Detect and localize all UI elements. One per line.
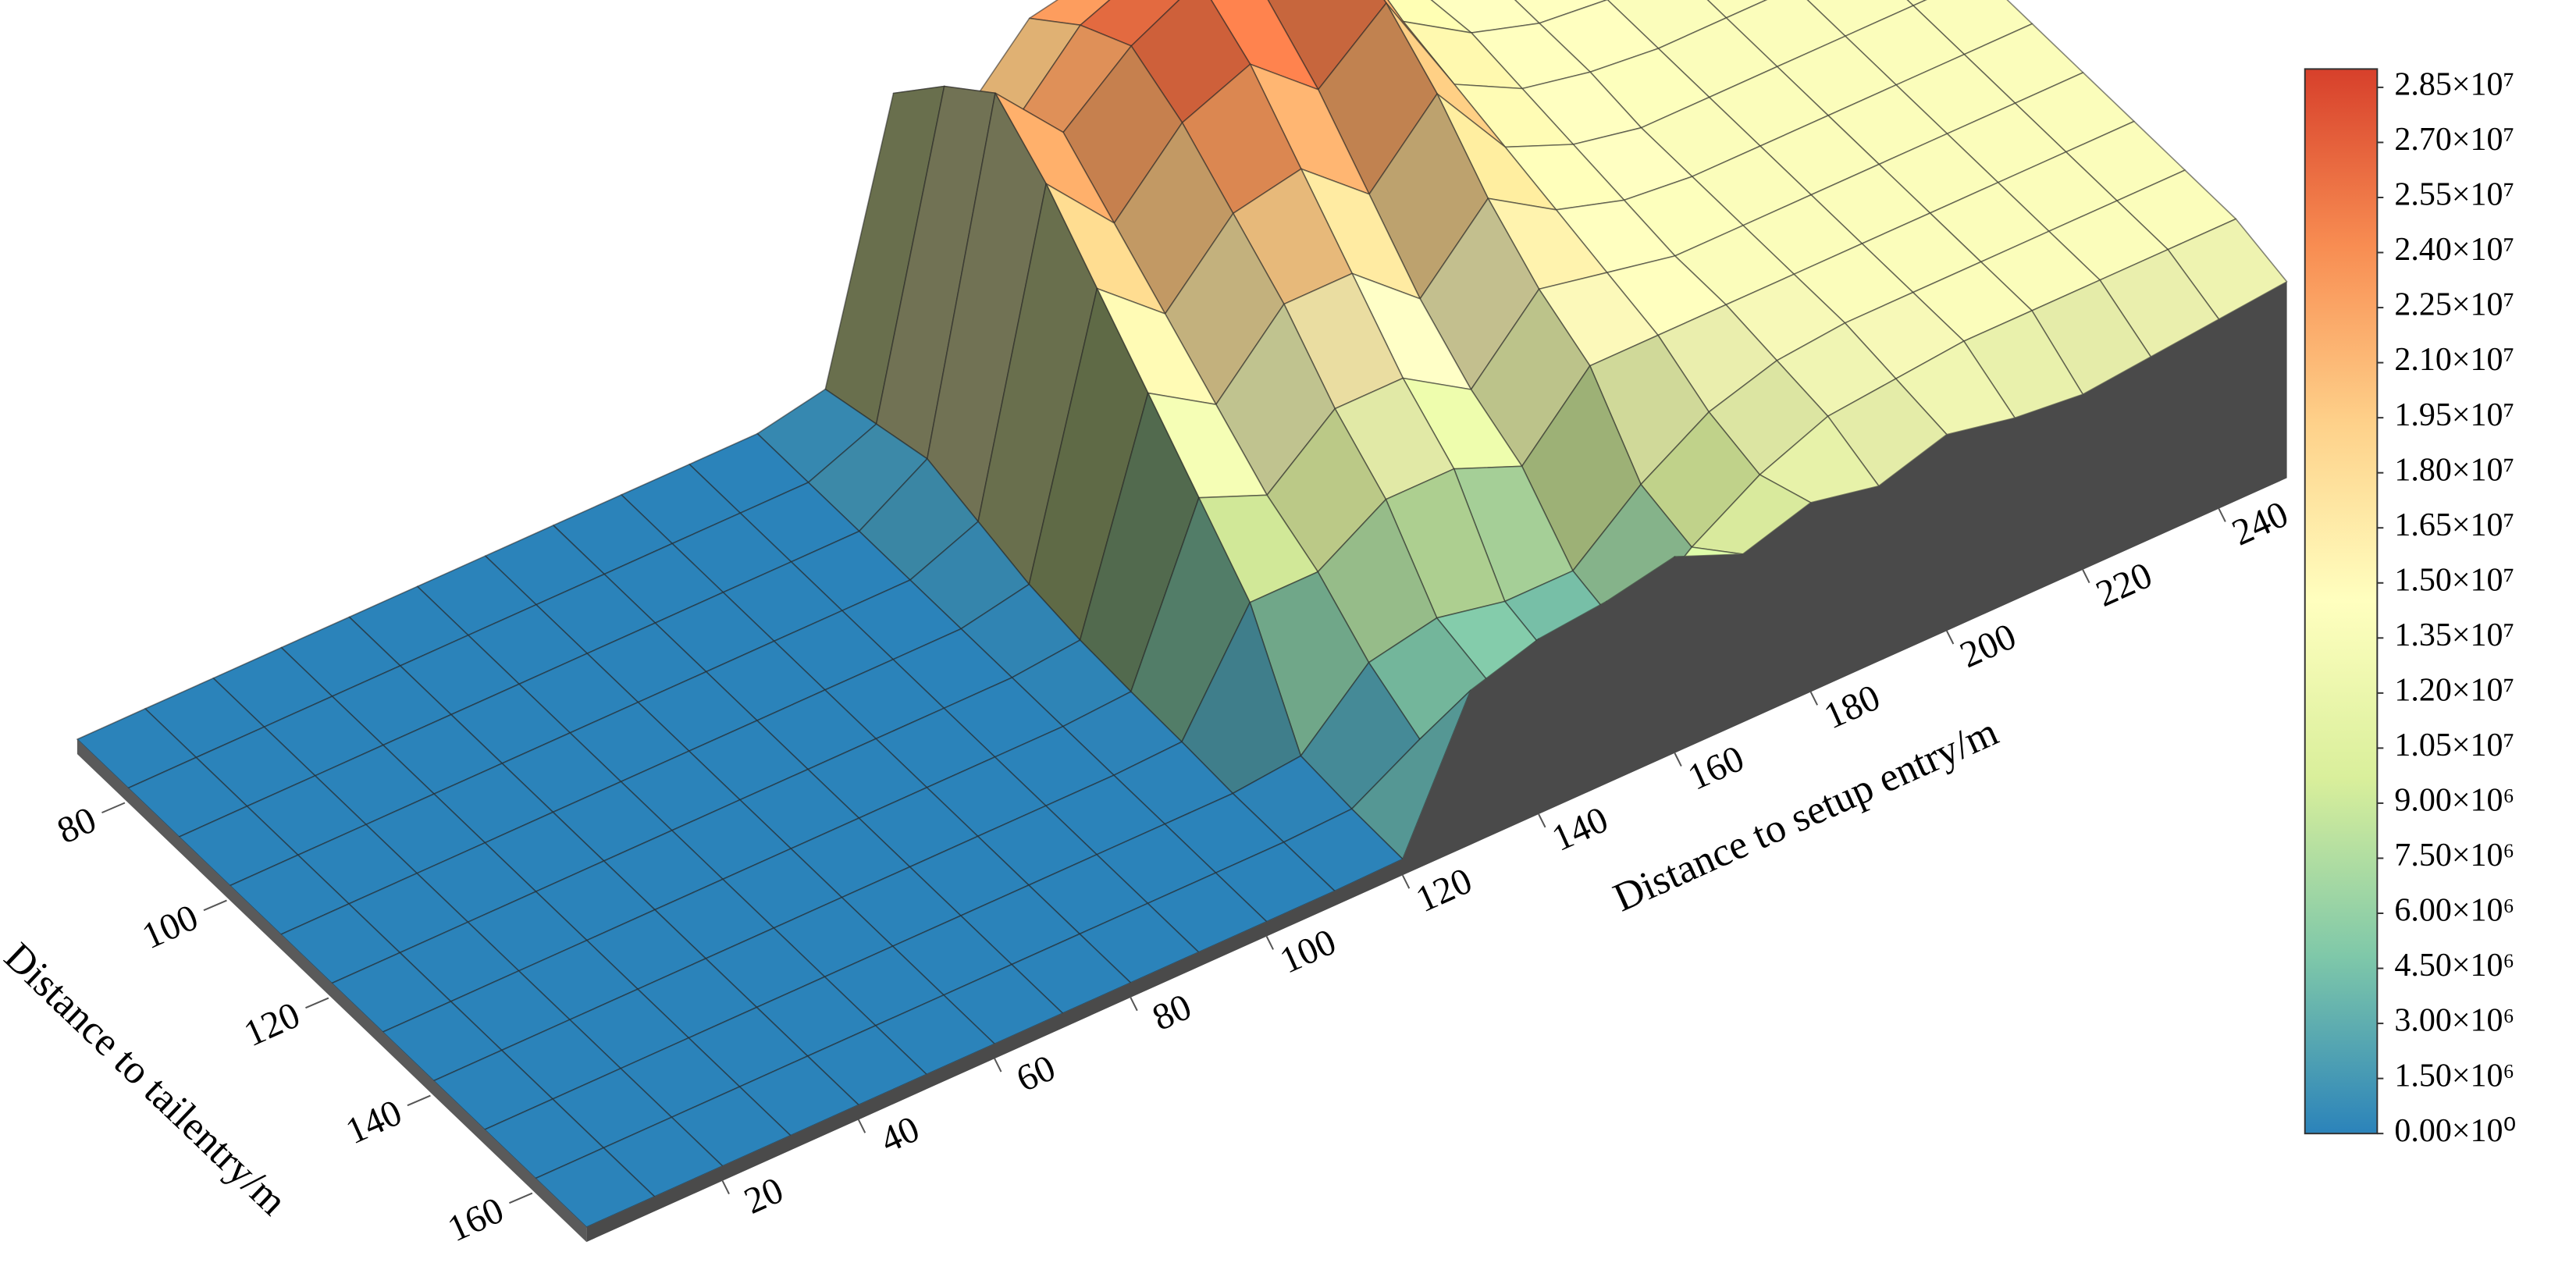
y-tick <box>407 1094 431 1107</box>
y-tick <box>203 899 227 912</box>
colorbar-tick-label: 6.00×10⁶ <box>2394 893 2514 929</box>
x-tick <box>1402 874 1411 889</box>
colorbar-tick-label: 1.50×10⁶ <box>2394 1058 2514 1094</box>
x-tick-label: 160 <box>1682 738 1750 799</box>
y-tick-label: 120 <box>238 994 306 1055</box>
left-wall <box>76 739 587 1243</box>
colorbar-tick-label: 1.20×10⁷ <box>2394 672 2514 708</box>
x-tick-label: 20 <box>738 1169 790 1222</box>
colorbar-tick-label: 2.25×10⁷ <box>2394 287 2514 323</box>
colorbar-tick-label: 1.35×10⁷ <box>2394 617 2514 653</box>
x-tick-label: 180 <box>1818 677 1886 738</box>
x-tick-label: 40 <box>874 1108 926 1161</box>
x-tick <box>1538 813 1546 828</box>
y-tick-label: 80 <box>52 799 103 852</box>
front-wall <box>586 281 2287 1243</box>
colorbar-tick-label: 1.95×10⁷ <box>2394 397 2514 433</box>
x-tick-label: 100 <box>1274 921 1342 982</box>
x-tick <box>2082 569 2090 584</box>
x-tick-label: 120 <box>1410 859 1478 920</box>
x-tick <box>1265 936 1274 950</box>
y-tick <box>305 997 329 1009</box>
colorbar-tick-label: 1.05×10⁷ <box>2394 727 2514 763</box>
colorbar-tick-label: 4.50×10⁶ <box>2394 948 2514 984</box>
x-tick <box>1809 692 1818 706</box>
colorbar-tick-label: 3.00×10⁶ <box>2394 1003 2514 1039</box>
surface <box>76 0 2288 1243</box>
x-tick <box>857 1119 866 1133</box>
x-tick <box>2218 508 2226 522</box>
y-tick-label: 140 <box>340 1091 407 1152</box>
colorbar-tick-label: 2.55×10⁷ <box>2394 177 2514 213</box>
y-axis-title: Distance to tailentry/m <box>0 934 295 1224</box>
x-tick <box>1130 997 1138 1012</box>
x-tick-label: 200 <box>1954 615 2022 676</box>
x-tick-label: 80 <box>1147 986 1198 1039</box>
y-tick <box>509 1192 533 1204</box>
colorbar-tick-label: 7.50×10⁶ <box>2394 838 2514 873</box>
colorbar-tick-label: 2.85×10⁷ <box>2394 67 2514 103</box>
colorbar-tick-label: 1.80×10⁷ <box>2394 452 2514 488</box>
x-tick <box>1946 630 1955 645</box>
x-tick <box>994 1058 1002 1073</box>
y-tick-label: 160 <box>442 1189 510 1250</box>
x-tick-label: 60 <box>1010 1047 1062 1100</box>
x-tick <box>721 1180 730 1195</box>
colorbar-fill <box>2304 68 2379 1135</box>
x-tick-label: 240 <box>2226 493 2294 554</box>
colorbar-tick-label: 2.10×10⁷ <box>2394 342 2514 378</box>
colorbar-tick-label: 9.00×10⁶ <box>2394 783 2514 819</box>
x-tick-label: 220 <box>2090 554 2158 615</box>
y-tick <box>101 802 126 814</box>
y-tick-label: 100 <box>136 896 204 957</box>
x-tick-label: 140 <box>1546 799 1614 859</box>
colorbar: 0.00×10⁰ 1.50×10⁶ 3.00×10⁶ 4.50×10⁶ 6.00×10⁶… <box>2304 67 2516 1149</box>
colorbar-tick-label: 0.00×10⁰ <box>2394 1113 2516 1149</box>
x-tick <box>1674 752 1682 767</box>
colorbar-tick-label: 2.70×10⁷ <box>2394 122 2514 158</box>
colorbar-tick-label: 2.40×10⁷ <box>2394 232 2514 268</box>
colorbar-tick-label: 1.50×10⁷ <box>2394 562 2514 598</box>
colorbar-tick-label: 1.65×10⁷ <box>2394 507 2514 543</box>
